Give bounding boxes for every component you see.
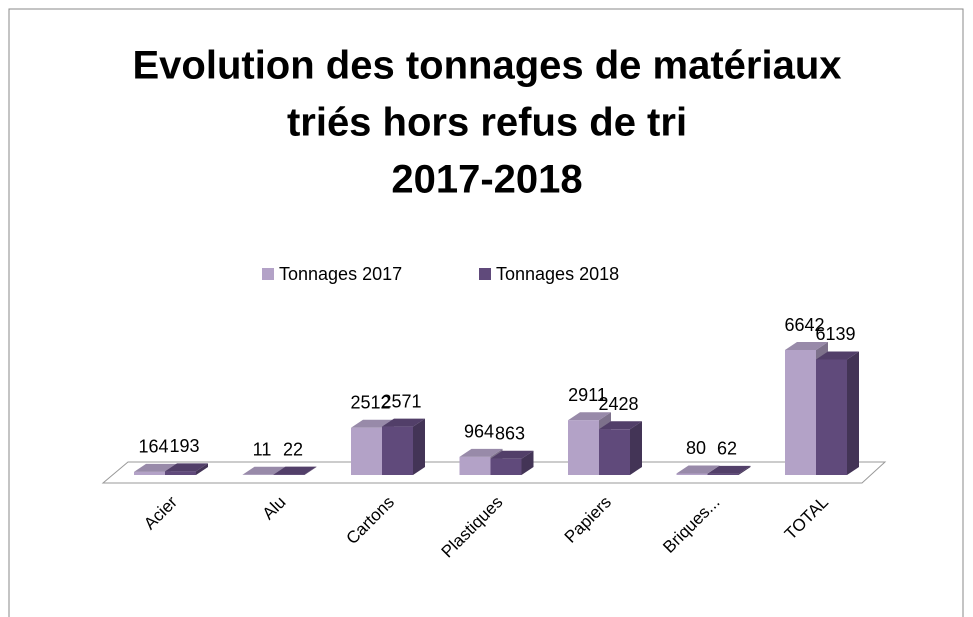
- bar-face: [490, 450, 534, 459]
- data-label: 964: [464, 422, 494, 442]
- data-label: 80: [686, 438, 706, 458]
- frame: [8, 8, 964, 617]
- bar-face: [630, 421, 642, 475]
- bar: [165, 463, 208, 475]
- bar: [490, 450, 534, 475]
- chart-title: 2017-2018: [391, 158, 582, 202]
- bar-face: [273, 466, 317, 475]
- bar: [599, 421, 642, 475]
- bar-face: [599, 429, 630, 475]
- chart-title: triés hors refus de tri: [287, 101, 687, 145]
- bar-face: [816, 351, 859, 360]
- bar-face: [459, 448, 503, 457]
- data-label: 62: [717, 439, 737, 459]
- bar-face: [568, 412, 611, 421]
- data-label: 2512: [350, 392, 390, 412]
- data-label: 164: [138, 437, 168, 457]
- bar-face: [134, 471, 165, 475]
- data-label: 863: [495, 424, 525, 444]
- data-label: 6642: [784, 315, 824, 335]
- legend-label: Tonnages 2017: [279, 264, 402, 284]
- data-label: 6139: [815, 324, 855, 344]
- bar-face: [521, 450, 534, 475]
- bar-face: [738, 465, 751, 475]
- bar-face: [707, 473, 739, 475]
- legend-label: Tonnages 2018: [496, 264, 619, 284]
- bar-face: [413, 418, 425, 475]
- legend-swatch: [262, 268, 274, 280]
- bar-face: [165, 471, 196, 475]
- bar-face: [351, 427, 382, 475]
- bar-face: [847, 351, 859, 475]
- data-label: 11: [253, 440, 272, 460]
- data-label: 193: [169, 436, 199, 456]
- bar-face: [382, 426, 413, 475]
- data-label: 2911: [568, 385, 607, 405]
- data-label: 22: [283, 439, 303, 459]
- bar: [816, 351, 859, 475]
- bar-face: [351, 419, 394, 428]
- bar: [273, 466, 317, 475]
- bar-face: [304, 466, 317, 475]
- bar: [382, 418, 425, 475]
- bar-face: [816, 359, 847, 475]
- bar-face: [165, 463, 208, 472]
- legend-swatch: [479, 268, 491, 280]
- bar-face: [676, 473, 708, 475]
- bar-face: [707, 465, 751, 474]
- bar: [707, 465, 751, 475]
- bar-face: [785, 350, 816, 475]
- bar-face: [676, 465, 720, 474]
- data-label: 2428: [598, 394, 638, 414]
- bar-face: [382, 418, 425, 427]
- bar-face: [599, 421, 642, 430]
- bar-face: [242, 466, 286, 475]
- data-label: 2571: [381, 391, 421, 411]
- bar-face: [568, 420, 599, 475]
- chart-title: Evolution des tonnages de matériaux: [132, 44, 841, 88]
- bar-face: [459, 456, 491, 475]
- bar-face: [785, 342, 828, 350]
- bar-face: [134, 463, 177, 472]
- bar-face: [490, 458, 522, 475]
- bar-face: [196, 463, 208, 475]
